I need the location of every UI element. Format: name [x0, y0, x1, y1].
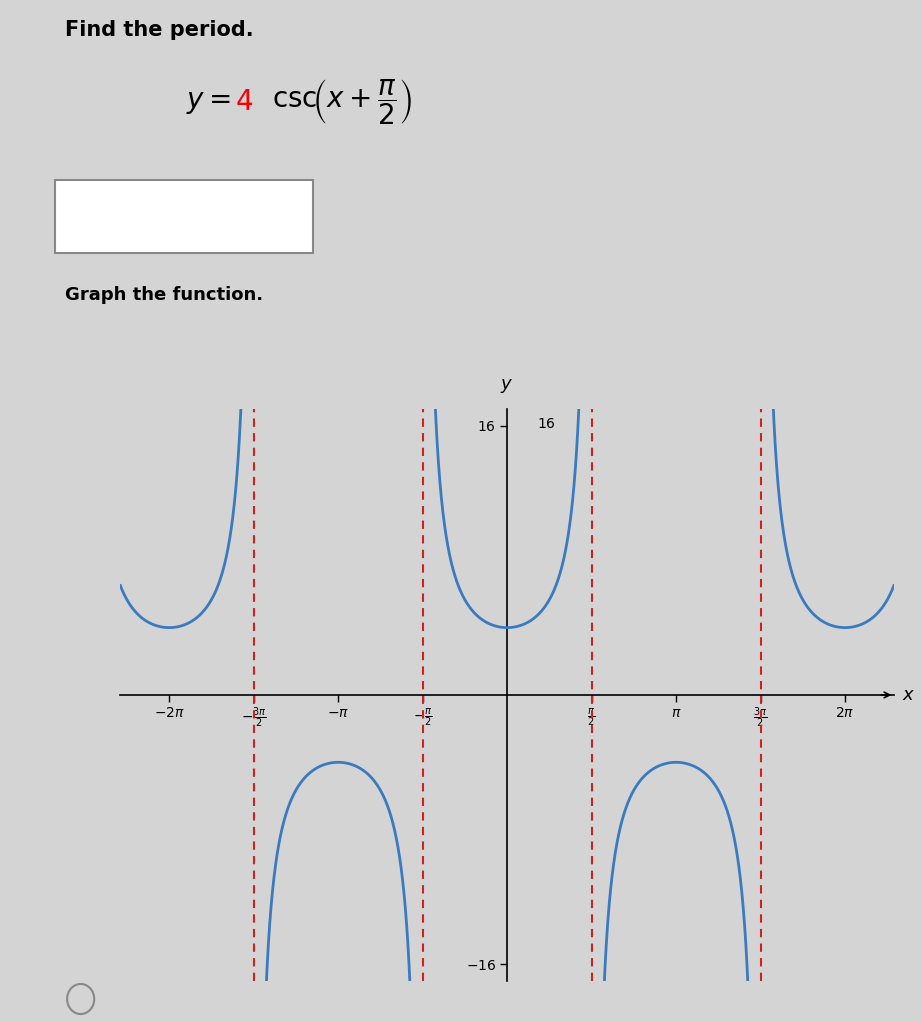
Text: $y$: $y$: [501, 377, 514, 396]
Text: $4$: $4$: [235, 88, 254, 117]
Text: Find the period.: Find the period.: [65, 20, 254, 41]
Text: $\mathrm{csc}\!\left(x + \dfrac{\pi}{2}\right)$: $\mathrm{csc}\!\left(x + \dfrac{\pi}{2}\…: [272, 78, 412, 127]
Text: $x$: $x$: [903, 686, 916, 704]
Text: $16$: $16$: [537, 417, 555, 431]
Text: $y = $: $y = $: [185, 88, 230, 117]
Text: Graph the function.: Graph the function.: [65, 286, 263, 305]
FancyBboxPatch shape: [55, 180, 313, 253]
